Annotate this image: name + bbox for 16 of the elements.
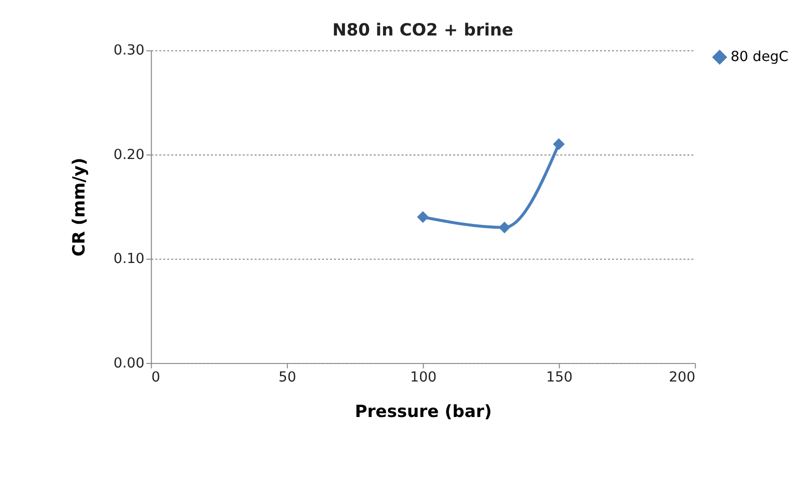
legend-label: 80 degC: [730, 49, 788, 66]
x-axis-title: Pressure (bar): [354, 401, 492, 422]
y-tick-label: 0.20: [114, 146, 144, 163]
y-tick-label: 0.10: [114, 251, 144, 268]
x-tick-label: 200: [668, 369, 696, 386]
x-tick-label: 150: [546, 369, 573, 386]
y-tick-label: 0.00: [114, 355, 144, 372]
chart-title: N80 in CO2 + brine: [332, 19, 514, 40]
x-tick-label: 100: [410, 369, 437, 386]
point: [552, 138, 565, 150]
y-tick-label: 0.30: [114, 42, 144, 59]
x-tick-label: 50: [278, 369, 296, 386]
y-axis-title: CR (mm/y): [68, 158, 89, 257]
point: [498, 222, 510, 234]
point: [416, 211, 429, 223]
x-tick-label: 0: [151, 369, 160, 386]
